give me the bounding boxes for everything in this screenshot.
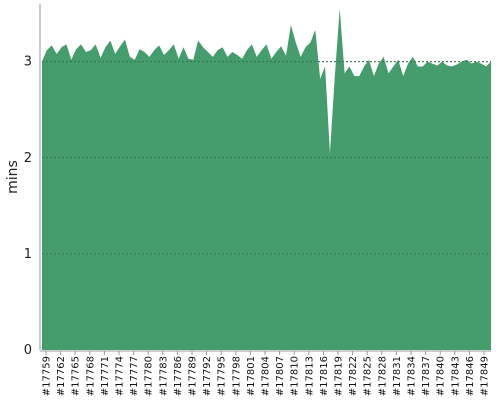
y-tick-label: 1	[24, 247, 32, 262]
x-tick-label: #17813	[304, 356, 315, 396]
x-tick-label: #17822	[348, 356, 359, 396]
x-tick-label: #17804	[261, 356, 272, 396]
y-tick-label: 0	[24, 343, 32, 358]
x-tick-label: #17825	[363, 356, 374, 396]
x-tick-label: #17771	[100, 356, 111, 396]
x-tick-label: #17777	[129, 356, 140, 396]
x-tick-label: #17786	[173, 356, 184, 396]
x-tick-label: #17807	[275, 356, 286, 396]
x-tick-label: #17801	[246, 356, 257, 396]
x-tick-label: #17780	[144, 356, 155, 396]
x-tick-label: #17759	[42, 356, 53, 396]
x-tick-label: #17783	[158, 356, 169, 396]
series-area	[42, 8, 491, 351]
x-tick-label: #17774	[115, 356, 126, 396]
x-tick-label: #17834	[407, 356, 418, 396]
x-tick-label: #17762	[56, 356, 67, 396]
x-tick-label: #17840	[436, 356, 447, 396]
x-tick-label: #17792	[202, 356, 213, 396]
y-tick-label: 2	[24, 151, 32, 166]
x-tick-label: #17768	[85, 356, 96, 396]
y-axis-title: mins	[5, 160, 21, 194]
x-axis: #17759 #17762 #17765 #17768 #17771 #17774 #177…	[40, 350, 491, 396]
x-tick-label: #17798	[231, 356, 242, 396]
x-tick-label: #17810	[290, 356, 301, 396]
y-tick-label: 3	[24, 55, 32, 70]
x-tick-label: #17846	[465, 356, 476, 396]
x-tick-label: #17819	[334, 356, 345, 396]
y-axis: 0 1 2 3	[24, 55, 32, 358]
x-tick-label: #17795	[217, 356, 228, 396]
x-tick-label: #17849	[480, 356, 491, 396]
x-tick-label: #17843	[450, 356, 461, 396]
x-tick-label: #17828	[377, 356, 388, 396]
x-tick-label: #17831	[392, 356, 403, 396]
x-tick-label: #17765	[71, 356, 82, 396]
x-tick-label: #17816	[319, 356, 330, 396]
x-tick-label: #17789	[188, 356, 199, 396]
grid-overlay	[42, 61, 491, 255]
x-tick-label: #17837	[421, 356, 432, 396]
